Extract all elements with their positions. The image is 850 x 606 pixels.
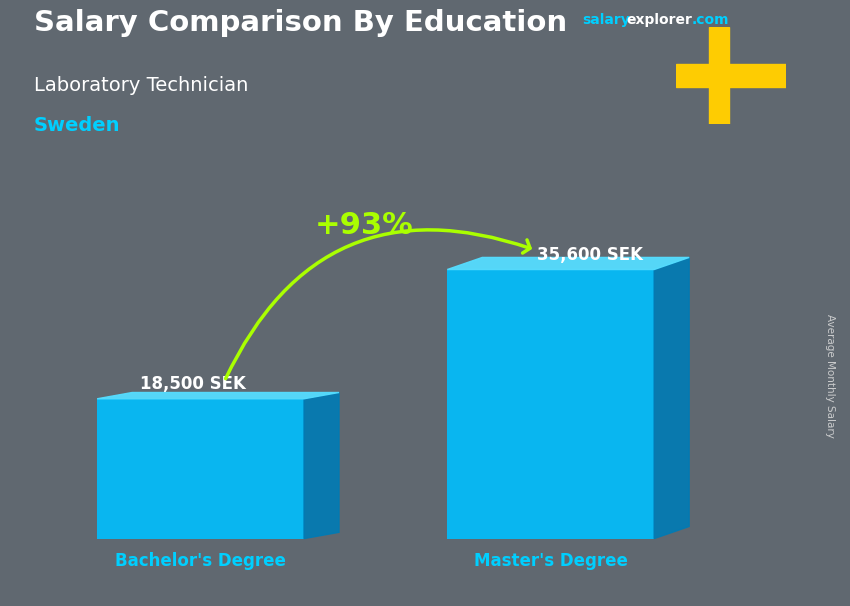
Text: Salary Comparison By Education: Salary Comparison By Education [34,9,567,37]
Text: .com: .com [692,13,729,27]
Text: salary: salary [582,13,630,27]
Polygon shape [304,393,339,539]
Text: Sweden: Sweden [34,116,121,135]
Bar [676,64,786,87]
Polygon shape [97,393,339,399]
Polygon shape [654,258,689,539]
Text: Average Monthly Salary: Average Monthly Salary [824,314,835,438]
Bar [709,27,728,124]
Text: Master's Degree: Master's Degree [473,552,627,570]
Text: 18,500 SEK: 18,500 SEK [139,376,246,393]
Bar [97,399,304,539]
Text: Laboratory Technician: Laboratory Technician [34,76,248,95]
Text: 35,600 SEK: 35,600 SEK [537,246,643,264]
Polygon shape [447,258,689,270]
Text: explorer: explorer [626,13,692,27]
Bar [447,270,654,539]
Text: Bachelor's Degree: Bachelor's Degree [115,552,286,570]
Text: +93%: +93% [314,211,413,240]
